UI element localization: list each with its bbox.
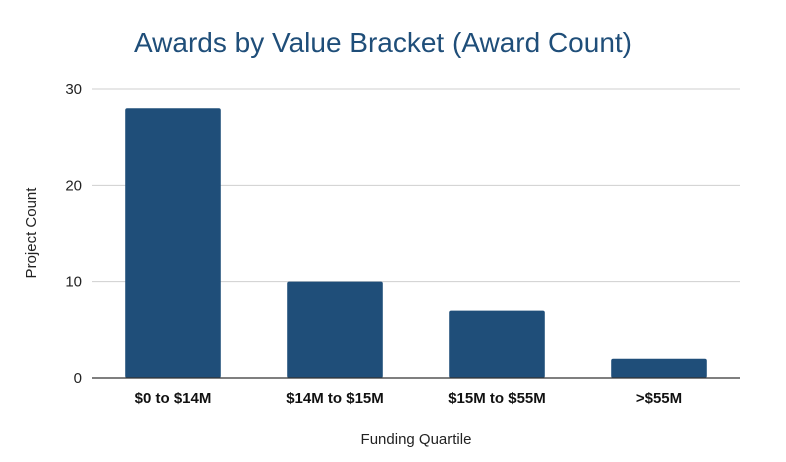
bar — [287, 281, 383, 378]
x-tick-label: >$55M — [636, 390, 682, 407]
y-tick-label: 10 — [65, 274, 82, 291]
chart-title: Awards by Value Bracket (Award Count) — [134, 27, 632, 58]
y-tick-label: 20 — [65, 177, 82, 194]
bar — [125, 108, 221, 379]
y-tick-label: 30 — [65, 81, 82, 98]
x-axis-ticks: $0 to $14M $14M to $15M $15M to $55M >$55M — [135, 390, 683, 407]
x-tick-label: $0 to $14M — [135, 390, 212, 407]
bar — [611, 358, 707, 378]
y-axis-title: Project Count — [23, 187, 40, 279]
bars — [125, 108, 707, 379]
x-tick-label: $15M to $55M — [448, 390, 546, 407]
y-tick-label: 0 — [74, 370, 82, 387]
y-axis-ticks: 0 10 20 30 — [65, 81, 82, 387]
x-tick-label: $14M to $15M — [286, 390, 384, 407]
x-axis-title: Funding Quartile — [361, 431, 472, 448]
bar — [449, 310, 545, 378]
